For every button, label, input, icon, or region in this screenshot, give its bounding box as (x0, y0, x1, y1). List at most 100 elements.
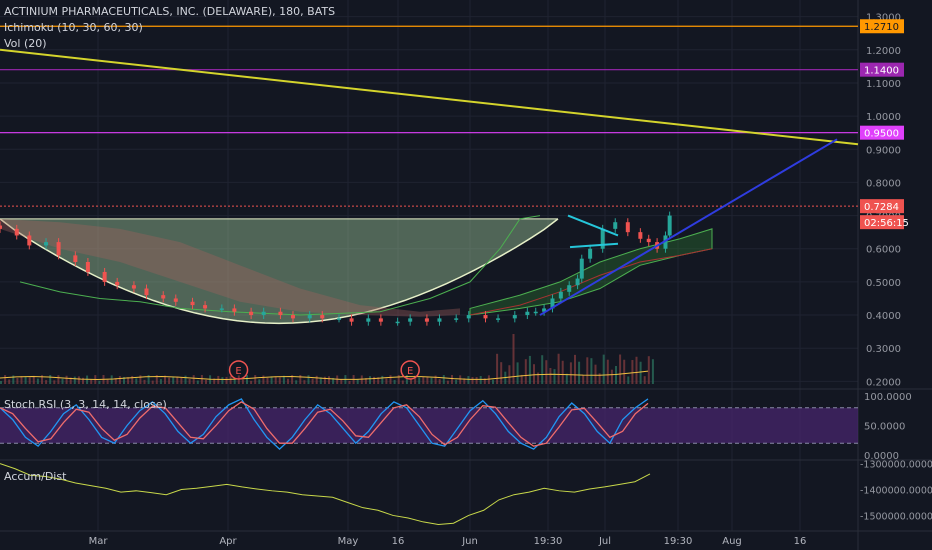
candle[interactable] (638, 232, 643, 239)
volume-bar (483, 378, 486, 384)
candle[interactable] (525, 311, 530, 316)
candle[interactable] (249, 311, 254, 316)
volume-bar (430, 377, 433, 384)
candle[interactable] (575, 278, 580, 286)
volume-bar (426, 376, 429, 384)
candle[interactable] (437, 318, 442, 322)
candle[interactable] (646, 238, 651, 243)
price-badge[interactable] (860, 19, 904, 34)
volume-bar (192, 375, 195, 384)
volume-bar (159, 379, 162, 384)
price-tick-label: 0.6000 (866, 245, 901, 256)
volume-bar (459, 375, 462, 384)
candle[interactable] (219, 308, 224, 310)
candle[interactable] (278, 311, 283, 316)
candle[interactable] (349, 318, 354, 322)
candle[interactable] (424, 318, 429, 322)
volume-bar (295, 380, 298, 384)
candle[interactable] (408, 318, 413, 322)
candle[interactable] (588, 248, 593, 259)
price-badge[interactable] (860, 215, 904, 230)
price-badge[interactable] (860, 125, 904, 140)
candle[interactable] (173, 298, 178, 302)
candle[interactable] (378, 318, 383, 322)
volume-bar (397, 375, 400, 384)
volume-bar (553, 369, 556, 384)
yellow-trendline[interactable] (0, 48, 859, 146)
candle[interactable] (454, 318, 459, 320)
volume-bar (393, 380, 396, 384)
price-badge[interactable] (860, 199, 904, 214)
candle[interactable] (663, 235, 668, 249)
time-tick-label: Jun (461, 536, 478, 547)
candle[interactable] (533, 311, 538, 314)
earnings-marker[interactable] (400, 360, 420, 380)
blue-trendline[interactable] (539, 138, 838, 316)
volume-bar (590, 358, 593, 384)
candle[interactable] (102, 271, 107, 282)
candle[interactable] (466, 315, 471, 319)
time-tick-label: May (338, 536, 359, 547)
candle[interactable] (600, 228, 605, 249)
candle[interactable] (512, 315, 517, 319)
volume-bar (442, 375, 445, 384)
candle[interactable] (131, 285, 136, 289)
volume-bar (455, 379, 458, 384)
volume-bar (282, 375, 285, 384)
candle[interactable] (366, 318, 371, 322)
volume-bar (438, 379, 441, 384)
volume-bar (147, 375, 150, 384)
candle[interactable] (0, 225, 2, 229)
flag-upper-line[interactable] (567, 214, 619, 237)
accum-tick-label: -1300000.0000 (860, 460, 932, 471)
earnings-marker[interactable] (228, 360, 249, 380)
volume-bar (53, 380, 56, 384)
candle[interactable] (190, 301, 195, 306)
volume-bar (135, 378, 138, 384)
volume-bar (500, 362, 503, 384)
candle[interactable] (483, 315, 488, 319)
price-badge-text: 02:56:15 (864, 218, 909, 229)
volume-bar (598, 373, 601, 384)
candle[interactable] (613, 222, 618, 229)
candle[interactable] (567, 285, 572, 292)
volume-bar (508, 365, 511, 384)
volume-bar (492, 379, 494, 384)
candle[interactable] (558, 291, 563, 299)
candle[interactable] (261, 311, 266, 316)
time-tick-label: 16 (392, 536, 405, 547)
volume-bar (270, 376, 273, 384)
candle[interactable] (14, 228, 19, 236)
volume-bar (188, 379, 191, 384)
candle[interactable] (579, 258, 584, 279)
candle[interactable] (56, 242, 61, 256)
candle[interactable] (161, 295, 166, 299)
candle[interactable] (232, 308, 237, 312)
candle[interactable] (144, 288, 149, 296)
candle[interactable] (73, 255, 78, 262)
volume-ma-line (0, 370, 649, 380)
candle[interactable] (115, 281, 120, 286)
candle[interactable] (337, 318, 342, 320)
candle[interactable] (496, 318, 501, 320)
candle[interactable] (307, 315, 312, 319)
candle[interactable] (667, 215, 672, 236)
volume-bar (328, 376, 330, 384)
candle[interactable] (550, 298, 555, 309)
price-badge[interactable] (860, 62, 904, 77)
candle[interactable] (625, 222, 630, 233)
volume-bar (28, 377, 31, 384)
earnings-marker-label: E (407, 366, 413, 377)
volume-bar (565, 373, 568, 384)
candle[interactable] (290, 315, 295, 319)
candle[interactable] (542, 308, 547, 312)
candle[interactable] (203, 305, 208, 309)
candle[interactable] (85, 262, 90, 272)
volume-bar (336, 375, 339, 384)
candle[interactable] (44, 242, 49, 246)
candle[interactable] (320, 315, 325, 319)
candle[interactable] (27, 235, 32, 246)
candle[interactable] (395, 321, 400, 324)
flag-lower-line[interactable] (569, 242, 619, 249)
